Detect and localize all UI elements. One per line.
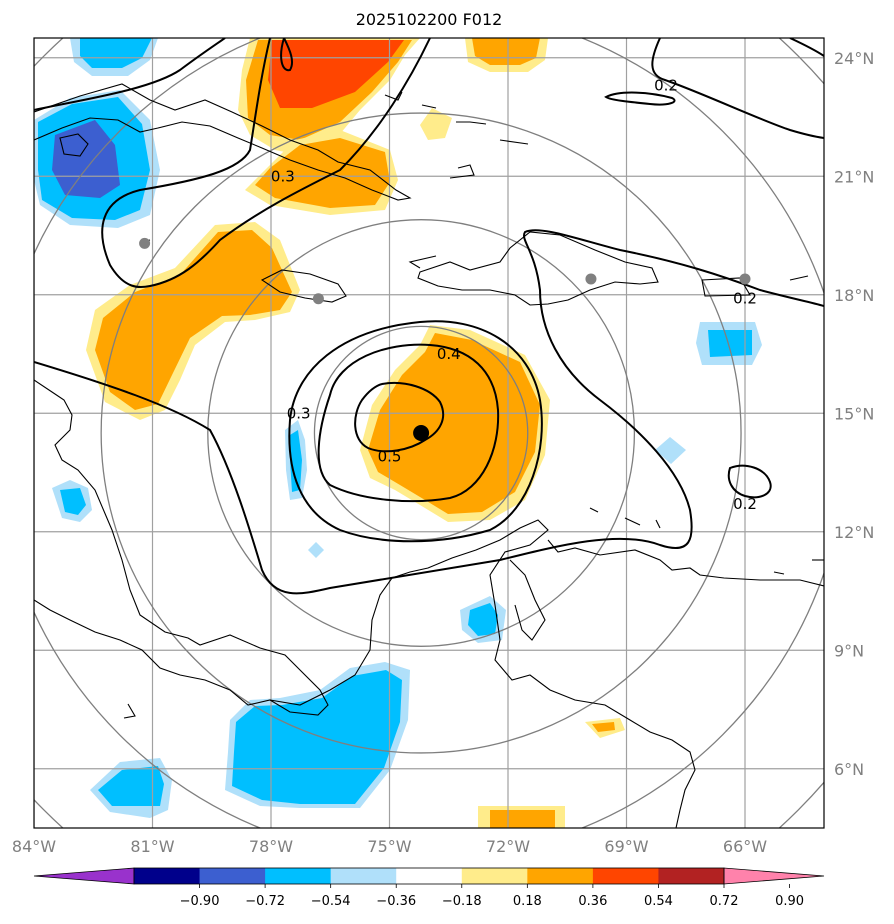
lat-tick-label: 9°N (834, 641, 864, 660)
latitude-labels: 24°N 21°N 18°N 15°N 12°N 9°N 6°N (834, 49, 874, 779)
colorbar-tick-label: −0.36 (376, 894, 416, 909)
contour-0.3-large (34, 229, 824, 595)
station-dot (312, 293, 324, 305)
map-title: 2025102200 F012 (355, 10, 503, 29)
contour-0.5 (354, 382, 445, 453)
lat-tick-label: 18°N (834, 286, 874, 305)
colorbar-segment (592, 868, 659, 884)
colorbar-tick-label: −0.90 (180, 894, 220, 909)
colorbar-tick-label: 0.72 (710, 894, 739, 909)
colorbar-tick-label: 0.90 (775, 894, 804, 909)
map-frame (33, 37, 825, 829)
colorbar-outline (133, 867, 725, 885)
lon-tick-label: 69°W (604, 837, 648, 856)
lon-tick-label: 84°W (12, 837, 56, 856)
contour-label: 0.2 (654, 76, 678, 94)
lon-tick-label: 78°W (249, 837, 293, 856)
contour-label: 0.3 (271, 167, 295, 185)
colorbar (33, 867, 825, 888)
graticule (34, 38, 824, 828)
lat-tick-label: 6°N (834, 760, 864, 779)
colorbar-under (33, 867, 135, 885)
station-dot (739, 273, 751, 285)
contour-label: 0.3 (287, 404, 311, 422)
contour-label: 0.2 (733, 495, 757, 513)
range-ring (207, 219, 636, 647)
storm-center-marker (413, 425, 430, 441)
lon-tick-label: 66°W (723, 837, 767, 856)
colorbar-tick-labels: −0.90 −0.72 −0.54 −0.36 −0.18 0.18 0.36 0.54 0.7… (180, 894, 804, 909)
lat-tick-label: 12°N (834, 523, 874, 542)
lon-tick-label: 72°W (486, 837, 530, 856)
contour-0.3-north (34, 38, 226, 111)
range-ring (313, 325, 529, 541)
colorbar-tick-label: 0.36 (578, 894, 607, 909)
lat-tick-label: 21°N (834, 167, 874, 186)
colorbar-segment (330, 868, 397, 884)
contour-lines (34, 38, 824, 595)
lon-tick-label: 75°W (367, 837, 411, 856)
lat-tick-label: 24°N (834, 49, 874, 68)
colorbar-segment (527, 868, 594, 884)
range-ring (100, 112, 742, 754)
colorbar-tick-label: −0.72 (245, 894, 285, 909)
lon-tick-label: 81°W (130, 837, 174, 856)
contour-0.4 (317, 343, 500, 503)
station-dot (585, 273, 597, 285)
positive-anomaly-shading (86, 38, 625, 828)
colorbar-segment (658, 868, 725, 884)
station-dot (139, 237, 151, 249)
contour-label: 0.5 (378, 448, 402, 466)
colorbar-tick-label: −0.18 (442, 894, 482, 909)
contour-label: 0.4 (437, 345, 461, 363)
colorbar-segment (199, 868, 266, 884)
contour-0.2-ne (651, 38, 824, 139)
longitude-labels: 84°W 81°W 78°W 75°W 72°W 69°W 66°W (12, 837, 767, 856)
contour-label: 0.2 (733, 290, 757, 308)
colorbar-over (723, 867, 825, 885)
contour-0.3 (288, 320, 543, 543)
colorbar-segment (265, 868, 332, 884)
lat-tick-label: 15°N (834, 404, 874, 423)
station-markers (139, 237, 751, 305)
colorbar-tick-label: 0.18 (513, 894, 542, 909)
contour-labels: 0.5 0.4 0.3 0.3 0.2 0.2 0.2 (271, 76, 757, 513)
colorbar-segment (134, 868, 201, 884)
colorbar-segment (461, 868, 528, 884)
colorbar-segment (396, 868, 463, 884)
colorbar-tick-label: −0.54 (311, 894, 351, 909)
colorbar-tick-label: 0.54 (644, 894, 673, 909)
